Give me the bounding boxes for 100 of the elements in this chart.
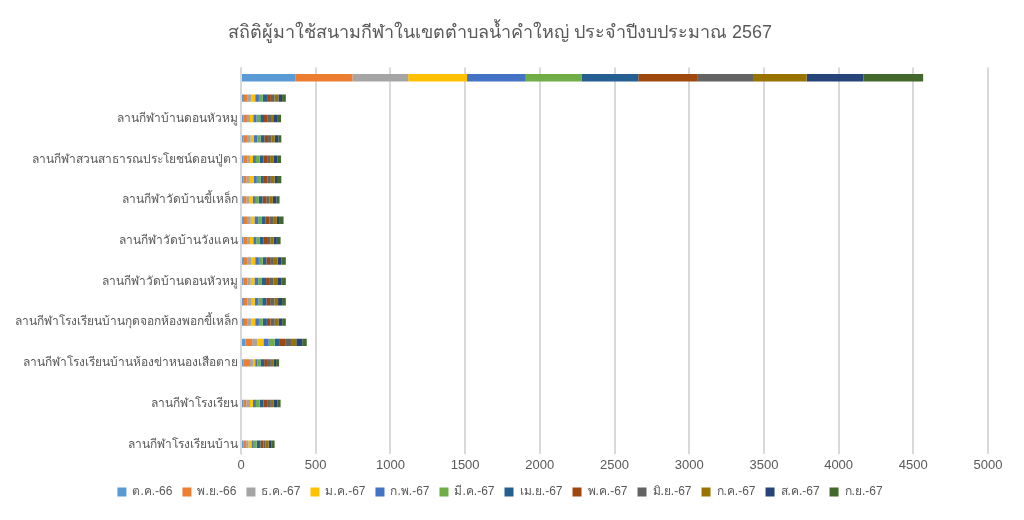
bar <box>243 257 248 265</box>
bar <box>266 277 270 286</box>
bar <box>261 216 266 224</box>
bar <box>697 74 754 82</box>
bar <box>262 318 267 326</box>
bar <box>274 338 280 347</box>
bar <box>258 298 263 306</box>
y-tick-label: ลานกีฬาโรงเรียนบ้าน <box>128 436 238 451</box>
bar <box>251 298 255 306</box>
legend-label: ก.พ.-67 <box>390 484 430 499</box>
bar <box>270 257 274 265</box>
bar <box>638 74 698 82</box>
bar <box>281 277 286 286</box>
y-tick-label: ลานกีฬาโรงเรียนบ้านห้องข่าหนองเสือตาย <box>23 355 238 370</box>
legend-label: ก.ย.-67 <box>844 484 883 499</box>
bar <box>296 338 303 347</box>
legend-label: ธ.ค.-67 <box>261 484 301 499</box>
x-tick-label: 1500 <box>450 456 480 472</box>
x-tick-label: 4000 <box>824 456 854 472</box>
bar <box>269 216 274 224</box>
bar <box>273 257 278 265</box>
bar <box>282 298 286 306</box>
bar <box>263 338 269 347</box>
y-tick-label: ลานกีฬาวัดบ้านขี้เหล็ก <box>122 190 238 207</box>
bar <box>247 277 251 286</box>
bar <box>273 399 278 408</box>
bar <box>258 216 262 224</box>
bar <box>272 196 277 204</box>
y-tick-label: ลานกีฬาบ้านดอนหัวหมู <box>117 110 238 126</box>
bar <box>274 114 278 123</box>
x-tick-label: 500 <box>304 456 327 472</box>
bar <box>270 175 275 184</box>
bar <box>295 74 353 82</box>
bar <box>276 196 280 204</box>
x-tick-label: 0 <box>237 456 245 472</box>
bar <box>255 155 260 163</box>
bar <box>258 94 263 102</box>
bar <box>260 114 265 123</box>
legend-label: ต.ค.-66 <box>132 484 173 499</box>
bar <box>352 74 409 82</box>
bar <box>467 74 526 82</box>
bar <box>243 94 248 102</box>
legend-label: ม.ค.-67 <box>325 484 366 499</box>
bar <box>263 175 268 184</box>
bar <box>255 318 259 326</box>
bar <box>277 399 281 408</box>
bar <box>266 298 271 306</box>
bar <box>273 155 278 163</box>
bar <box>255 94 259 102</box>
bar <box>279 338 286 347</box>
bar <box>255 257 259 265</box>
bar <box>258 196 263 204</box>
bar <box>258 318 263 326</box>
bar <box>262 94 268 102</box>
bar <box>249 175 254 184</box>
bar <box>243 359 250 367</box>
bar <box>269 277 274 286</box>
chart-title: สถิติผู้มาใช้สนามกีฬาในเขตตำบลน้ำคำใหญ่ ประจำปีงบประมาณ 2567 <box>227 18 773 43</box>
legend-label: เม.ย.-67 <box>519 484 563 499</box>
bar <box>260 359 265 367</box>
bar <box>254 216 259 224</box>
bar <box>281 257 286 265</box>
x-tick-label: 3500 <box>749 456 779 472</box>
x-tick-label: 1000 <box>375 456 405 472</box>
bar <box>264 114 268 123</box>
bar <box>261 277 267 286</box>
y-tick-label: ลานกีฬาวัดบ้านดอนหัวหมู <box>102 273 238 289</box>
bar <box>266 257 271 265</box>
bar <box>270 298 275 306</box>
x-tick-label: 2000 <box>525 456 555 472</box>
bar <box>264 135 269 143</box>
legend-label: ส.ค.-67 <box>780 484 820 499</box>
bar <box>274 298 279 306</box>
bar <box>263 236 267 245</box>
x-tick-label: 4500 <box>898 456 928 472</box>
bar <box>247 298 252 306</box>
bar <box>246 135 251 143</box>
bar <box>863 74 924 82</box>
legend-label: ก.ค.-67 <box>716 484 756 499</box>
y-tick-label: ลานกีฬาโรงเรียนบ้านกุดจอกห้องพอกขี้เหล็ก <box>15 312 238 330</box>
bar <box>753 74 807 82</box>
bar <box>243 236 248 245</box>
bar <box>251 318 256 326</box>
bar <box>253 114 257 123</box>
bar <box>267 94 271 102</box>
bar <box>258 257 263 265</box>
bar <box>262 298 267 306</box>
bar <box>243 318 248 326</box>
bar <box>255 399 260 408</box>
bar <box>245 338 253 347</box>
bar <box>256 175 261 184</box>
bar <box>278 318 283 326</box>
bar <box>581 74 639 82</box>
x-tick-label: 3000 <box>674 456 704 472</box>
y-tick-label: ลานกีฬาโรงเรียน <box>151 395 238 410</box>
bar <box>251 94 256 102</box>
bar <box>270 318 275 326</box>
bar <box>268 338 275 347</box>
bar <box>277 277 282 286</box>
y-tick-label: ลานกีฬาสวนสาธารณประโยชน์ดอนปู่ตา <box>32 151 238 167</box>
